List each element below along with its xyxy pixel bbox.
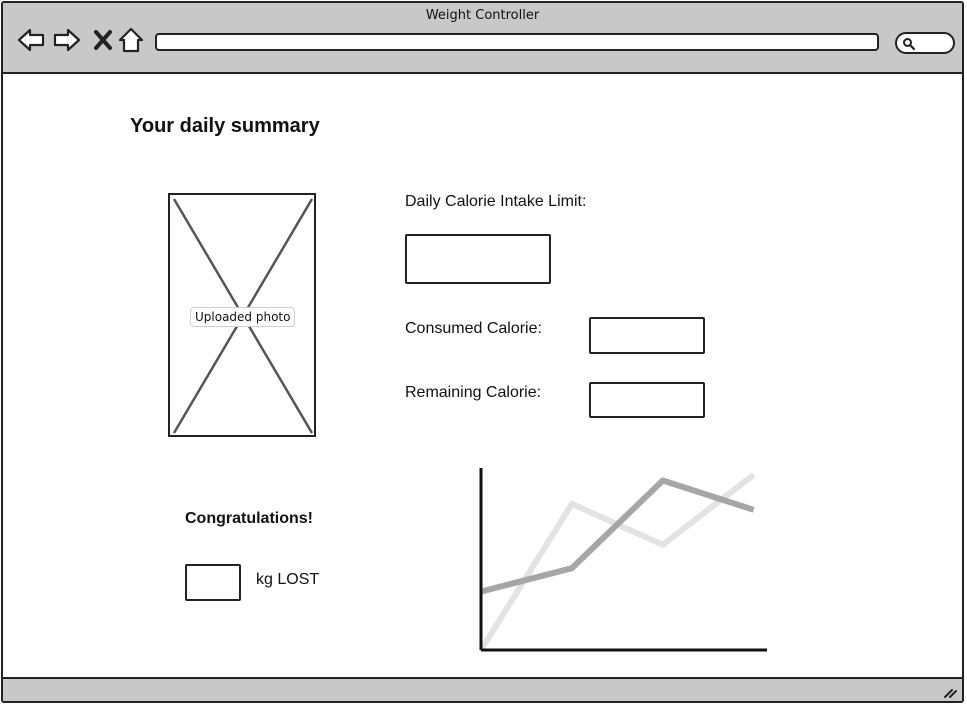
- calorie-limit-field[interactable]: [405, 234, 551, 284]
- remaining-calorie-label: Remaining Calorie:: [405, 384, 542, 401]
- close-icon[interactable]: [89, 26, 117, 54]
- congratulations-text: Congratulations!: [185, 510, 313, 527]
- forward-arrow-icon[interactable]: [53, 26, 81, 54]
- chart-series-line-1: [480, 477, 755, 595]
- uploaded-photo-placeholder[interactable]: Uploaded photo: [168, 193, 316, 437]
- page-title: Your daily summary: [130, 115, 320, 137]
- remaining-calorie-field[interactable]: [589, 382, 705, 418]
- window-title: Weight Controller: [425, 8, 540, 23]
- status-bar: [3, 677, 962, 701]
- search-field[interactable]: [895, 32, 955, 54]
- title-bar: Weight Controller: [3, 3, 962, 74]
- weight-progress-chart: [478, 468, 767, 652]
- chart-series-line-2: [478, 472, 756, 652]
- resize-grip-icon[interactable]: [942, 683, 958, 699]
- consumed-calorie-field[interactable]: [589, 317, 705, 354]
- address-bar[interactable]: [155, 33, 879, 51]
- home-icon[interactable]: [117, 26, 145, 54]
- search-icon: [903, 38, 916, 51]
- kg-lost-field[interactable]: [185, 564, 241, 601]
- calorie-limit-label: Daily Calorie Intake Limit:: [405, 193, 587, 210]
- back-arrow-icon[interactable]: [17, 26, 45, 54]
- kg-lost-label: kg LOST: [256, 571, 320, 588]
- photo-label: Uploaded photo: [190, 307, 296, 327]
- consumed-calorie-label: Consumed Calorie:: [405, 320, 542, 337]
